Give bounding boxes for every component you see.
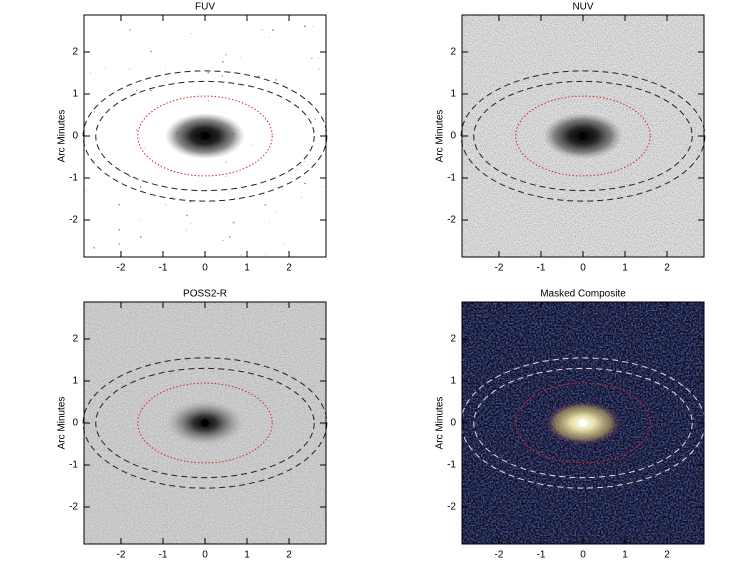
aperture-mid	[95, 80, 315, 192]
x-tick-label: -2	[495, 550, 504, 561]
y-tick-label: 2	[72, 334, 78, 345]
y-tick-label: -2	[69, 502, 78, 513]
x-tick-label: 0	[580, 550, 586, 561]
y-tick-label: 2	[72, 47, 78, 58]
galaxy-core	[579, 132, 587, 140]
y-axis-label: Arc Minutes	[57, 397, 68, 450]
aperture-inner	[515, 382, 651, 464]
x-tick-label: 1	[622, 263, 628, 274]
y-tick-label: 1	[450, 376, 456, 387]
y-tick-label: 0	[72, 131, 78, 142]
x-tick-label: 2	[286, 263, 292, 274]
x-tick-label: 2	[664, 263, 670, 274]
x-tick-label: 2	[664, 550, 670, 561]
aperture-outer	[460, 357, 706, 489]
y-tick-label: 0	[72, 418, 78, 429]
x-tick-label: -2	[117, 263, 126, 274]
x-tick-label: 1	[244, 550, 250, 561]
y-tick-label: 0	[450, 418, 456, 429]
aperture-outer	[460, 70, 706, 202]
x-tick-label: 1	[244, 263, 250, 274]
aperture-inner	[137, 382, 273, 464]
x-tick-label: 2	[286, 550, 292, 561]
x-tick-label: 1	[622, 550, 628, 561]
x-tick-label: -1	[537, 550, 546, 561]
y-tick-label: 1	[72, 89, 78, 100]
x-tick-label: -2	[117, 550, 126, 561]
y-tick-label: 2	[450, 47, 456, 58]
x-tick-label: 0	[202, 550, 208, 561]
panel-title: POSS2-R	[183, 289, 227, 300]
x-tick-label: -1	[159, 550, 168, 561]
aperture-mid	[95, 367, 315, 479]
panel-title: NUV	[572, 2, 593, 13]
x-tick-label: 0	[202, 263, 208, 274]
y-tick-label: -2	[447, 502, 456, 513]
y-tick-label: 1	[450, 89, 456, 100]
galaxy-core	[201, 419, 209, 427]
panel: FUV Arc Minutes -2 -1 0 1 2 -2 -1 0 1 2	[57, 2, 328, 274]
x-tick-label: 0	[580, 263, 586, 274]
galaxy-core	[579, 419, 587, 427]
aperture-mid	[473, 80, 693, 192]
y-tick-label: 1	[72, 376, 78, 387]
x-tick-label: -1	[537, 263, 546, 274]
aperture-mid	[473, 367, 693, 479]
galaxy-core	[201, 132, 209, 140]
aperture-outer	[82, 357, 328, 489]
aperture-outer	[82, 70, 328, 202]
panel: NUV Arc Minutes -2 -1 0 1 2 -2 -1 0 1 2	[435, 2, 706, 274]
panel-title: FUV	[195, 2, 215, 13]
panel-title: Masked Composite	[540, 289, 626, 300]
aperture-inner	[137, 95, 273, 177]
y-axis-label: Arc Minutes	[435, 397, 446, 450]
aperture-inner	[515, 95, 651, 177]
y-tick-label: 2	[450, 334, 456, 345]
y-tick-label: -1	[69, 460, 78, 471]
x-tick-label: -2	[495, 263, 504, 274]
panel: Masked Composite Arc Minutes -2 -1 0 1 2 -2 -1 0 1…	[435, 289, 706, 561]
y-tick-label: -2	[447, 215, 456, 226]
y-axis-label: Arc Minutes	[57, 110, 68, 163]
y-tick-label: -2	[69, 215, 78, 226]
y-tick-label: 0	[450, 131, 456, 142]
y-tick-label: -1	[69, 173, 78, 184]
y-axis-label: Arc Minutes	[435, 110, 446, 163]
y-tick-label: -1	[447, 173, 456, 184]
y-tick-label: -1	[447, 460, 456, 471]
panel: POSS2-R Arc Minutes -2 -1 0 1 2 -2 -1 0 1 2	[57, 289, 328, 561]
x-tick-label: -1	[159, 263, 168, 274]
